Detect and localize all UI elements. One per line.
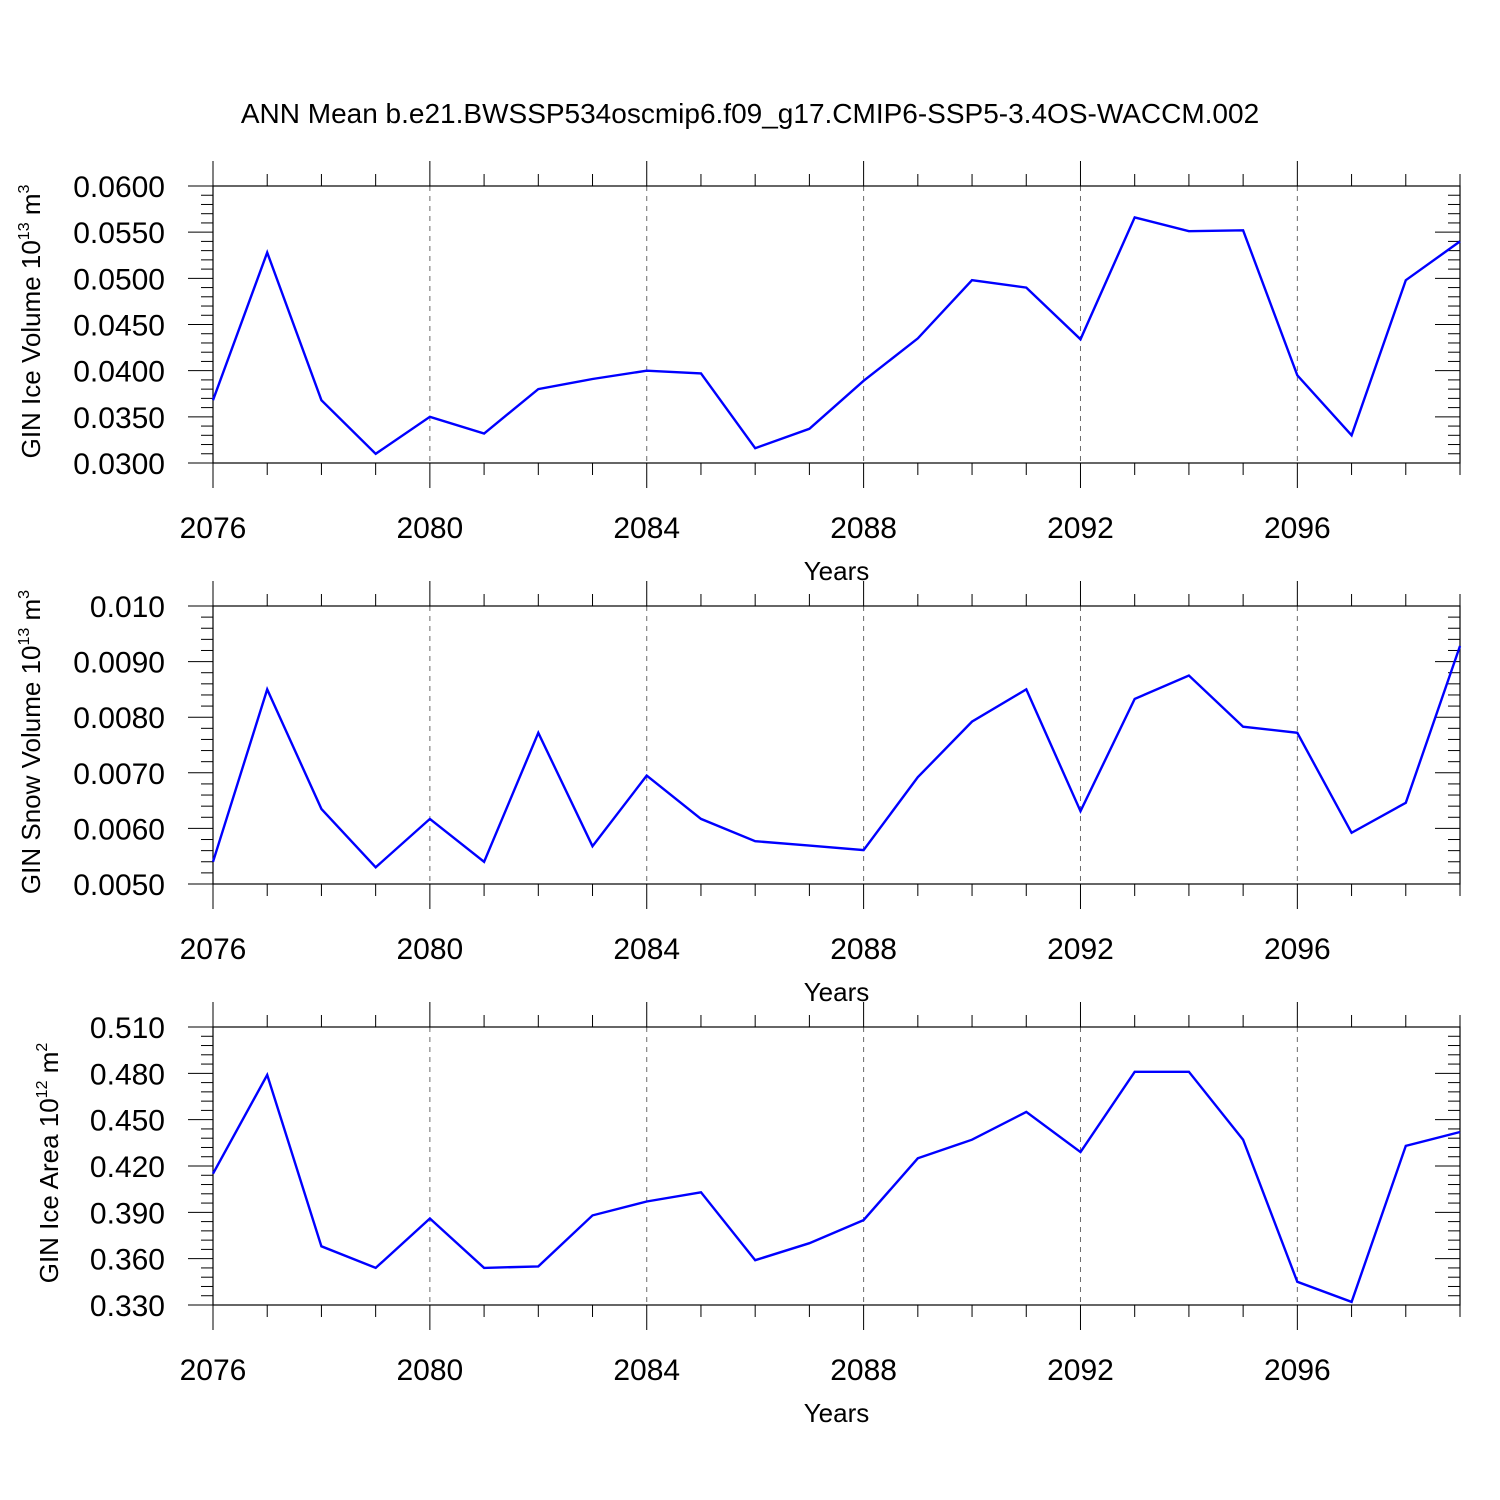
x-tick-label: 2096 <box>1264 1354 1331 1387</box>
x-tick-label: 2092 <box>1047 512 1114 545</box>
x-tick-label: 2092 <box>1047 933 1114 966</box>
x-tick-label: 2080 <box>396 1354 463 1387</box>
y-label-unit: m <box>16 193 46 222</box>
y-label-unit-exponent: 3 <box>16 590 33 599</box>
y-label-exponent: 13 <box>16 628 33 646</box>
chart-panel-3: 2076 2080 2084 2088 2092 2096 0.330 0.360 0.390 0… <box>34 1002 1461 1428</box>
y-label-unit-exponent: 3 <box>16 184 33 193</box>
y-label-unit-exponent: 2 <box>34 1043 51 1052</box>
x-axis-label: Years <box>804 556 870 586</box>
x-tick-label: 2080 <box>396 933 463 966</box>
y-label-unit: m <box>34 1052 64 1081</box>
x-tick-label: 2088 <box>830 933 897 966</box>
x-tick-label: 2084 <box>613 512 680 545</box>
y-tick-label: 0.0450 <box>73 310 165 343</box>
x-tick-label: 2088 <box>830 1354 897 1387</box>
chart-panel-2: 2076 2080 2084 2088 2092 2096 0.0050 0.0060 0.00… <box>16 581 1462 1007</box>
x-tick-label: 2096 <box>1264 933 1331 966</box>
x-tick-label: 2076 <box>180 1354 247 1387</box>
y-tick-label: 0.010 <box>90 591 165 624</box>
y-label-text: GIN Ice Volume 10 <box>16 240 46 458</box>
y-label-text: GIN Snow Volume 10 <box>16 646 46 895</box>
y-tick-label: 0.390 <box>90 1197 165 1230</box>
x-tick-label: 2096 <box>1264 512 1331 545</box>
y-tick-label: 0.0090 <box>73 647 165 680</box>
y-tick-label: 0.420 <box>90 1151 165 1184</box>
panels: 2076 2080 2084 2088 2092 2096 0.0300 0.0350 0.04… <box>16 161 1462 1428</box>
y-tick-label: 0.0500 <box>73 263 165 296</box>
y-axis-label: GIN Snow Volume 1013 m3 <box>16 590 46 894</box>
y-label-exponent: 12 <box>34 1080 51 1098</box>
y-tick-label: 0.0350 <box>73 402 165 435</box>
x-tick-label: 2092 <box>1047 1354 1114 1387</box>
y-tick-label: 0.0050 <box>73 869 165 902</box>
y-tick-label: 0.450 <box>90 1105 165 1138</box>
y-tick-label: 0.360 <box>90 1244 165 1277</box>
y-tick-label: 0.0300 <box>73 448 165 481</box>
plot-frame <box>212 185 1461 464</box>
x-tick-label: 2084 <box>613 1354 680 1387</box>
plot-frame <box>212 605 1461 885</box>
series-line <box>211 645 1462 869</box>
y-tick-label: 0.0080 <box>73 702 165 735</box>
y-tick-label: 0.510 <box>90 1012 165 1045</box>
chart-panel-1: 2076 2080 2084 2088 2092 2096 0.0300 0.0350 0.04… <box>16 161 1461 586</box>
x-tick-label: 2084 <box>613 933 680 966</box>
x-tick-label: 2080 <box>396 512 463 545</box>
x-tick-label: 2076 <box>180 933 247 966</box>
y-tick-label: 0.0060 <box>73 813 165 846</box>
y-tick-label: 0.0600 <box>73 171 165 204</box>
y-tick-label: 0.330 <box>90 1290 165 1323</box>
y-axis-label: GIN Ice Volume 1013 m3 <box>16 184 46 458</box>
y-tick-label: 0.0400 <box>73 356 165 389</box>
x-axis-label: Years <box>804 977 870 1007</box>
plot-frame <box>212 1026 1461 1306</box>
figure-title: ANN Mean b.e21.BWSSP534oscmip6.f09_g17.C… <box>241 98 1259 129</box>
y-tick-label: 0.0070 <box>73 758 165 791</box>
series-line <box>211 1070 1461 1304</box>
y-label-unit: m <box>16 599 46 628</box>
y-tick-label: 0.0550 <box>73 217 165 250</box>
series-line <box>211 215 1461 456</box>
x-tick-label: 2076 <box>180 512 247 545</box>
y-tick-label: 0.480 <box>90 1058 165 1091</box>
y-label-text: GIN Ice Area 10 <box>34 1098 64 1283</box>
x-axis-label: Years <box>804 1398 870 1428</box>
y-axis-label: GIN Ice Area 1012 m2 <box>34 1043 64 1284</box>
x-tick-label: 2088 <box>830 512 897 545</box>
y-label-exponent: 13 <box>16 222 33 240</box>
